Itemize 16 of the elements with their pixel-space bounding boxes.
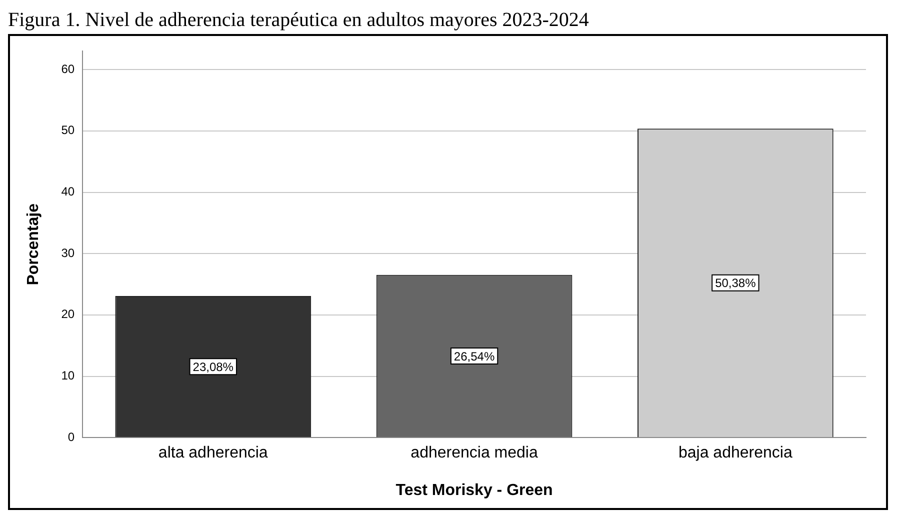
- data-label: 23,08%: [192, 360, 234, 374]
- x-tick-label: baja adherencia: [678, 444, 792, 462]
- y-tick-label: 20: [61, 307, 75, 322]
- y-tick-label: 60: [61, 62, 75, 76]
- chart-title: Figura 1. Nivel de adherencia terapéutica en adultos mayores 2023-2024: [8, 8, 590, 32]
- y-axis-title: Porcentaje: [25, 203, 42, 286]
- y-tick-label: 50: [61, 123, 75, 138]
- y-tick-label: 40: [61, 184, 75, 199]
- x-tick-label: alta adherencia: [158, 444, 268, 462]
- x-tick-label: adherencia media: [410, 444, 538, 462]
- data-label: 50,38%: [715, 276, 756, 290]
- data-label: 26,54%: [454, 349, 495, 364]
- x-axis-title: Test Morisky - Green: [396, 482, 553, 499]
- y-tick-label: 0: [68, 430, 75, 444]
- y-tick-label: 30: [61, 246, 75, 260]
- y-tick-label: 10: [61, 368, 75, 383]
